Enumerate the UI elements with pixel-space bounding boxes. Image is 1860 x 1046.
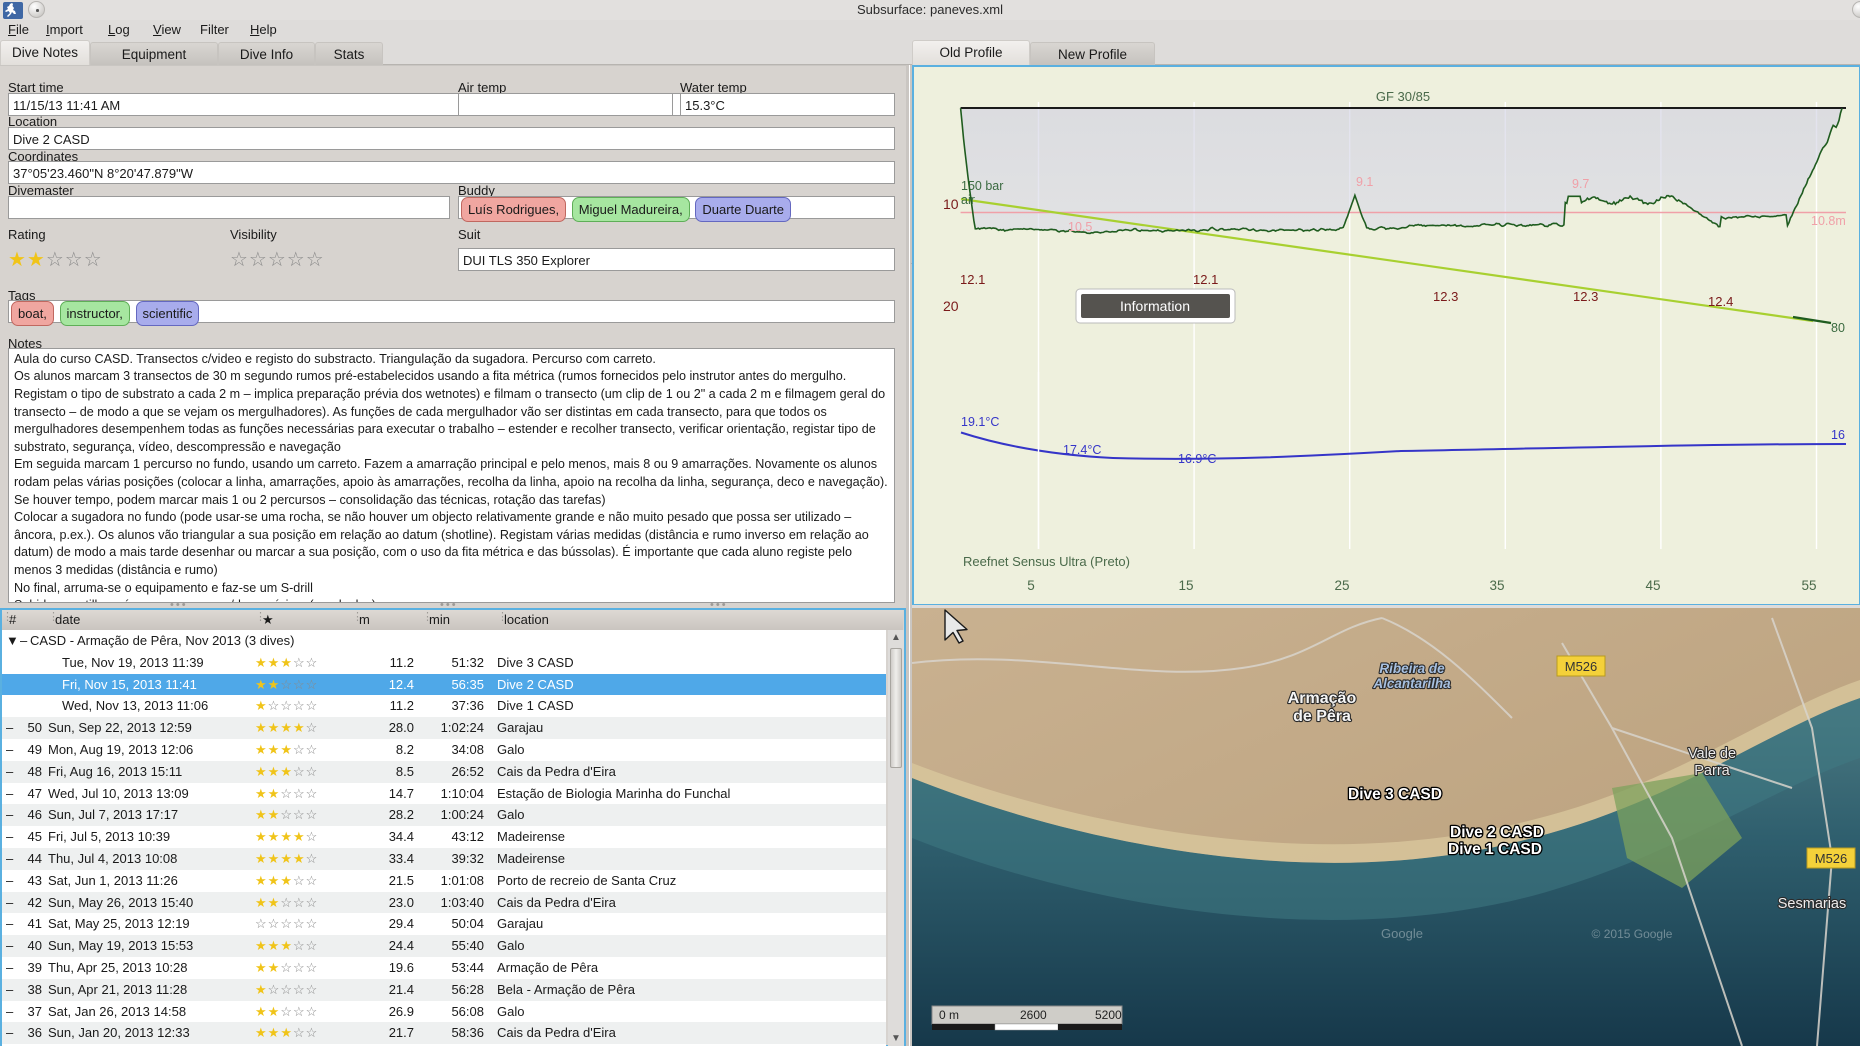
svg-text:25: 25	[1334, 578, 1349, 593]
svg-text:de Pêra: de Pêra	[1293, 708, 1351, 725]
svg-text:Dive 2 CASD: Dive 2 CASD	[1450, 824, 1544, 841]
svg-text:M526: M526	[1815, 851, 1848, 866]
svg-text:16: 16	[1831, 428, 1845, 442]
svg-text:GF 30/85: GF 30/85	[1376, 89, 1430, 104]
svg-text:10.8m: 10.8m	[1811, 214, 1846, 228]
svg-text:17.4°C: 17.4°C	[1063, 443, 1101, 457]
svg-text:12.1: 12.1	[1193, 272, 1218, 287]
svg-text:9.7: 9.7	[1572, 177, 1589, 191]
svg-text:Alcantarilha: Alcantarilha	[1372, 676, 1451, 691]
svg-text:Information: Information	[1120, 298, 1190, 314]
svg-text:12.4: 12.4	[1708, 294, 1733, 309]
svg-text:15: 15	[1178, 578, 1193, 593]
svg-text:45: 45	[1645, 578, 1660, 593]
svg-text:55: 55	[1801, 578, 1816, 593]
svg-text:80: 80	[1831, 321, 1845, 335]
svg-text:M526: M526	[1565, 659, 1598, 674]
svg-text:2600: 2600	[1020, 1008, 1047, 1022]
svg-text:Parra: Parra	[1694, 763, 1730, 779]
svg-text:12.3: 12.3	[1573, 289, 1598, 304]
svg-text:Google: Google	[1381, 926, 1423, 941]
svg-text:Armação: Armação	[1288, 690, 1357, 707]
svg-text:0 m: 0 m	[939, 1008, 959, 1022]
svg-text:16.9°C: 16.9°C	[1178, 452, 1216, 466]
svg-text:Dive 1 CASD: Dive 1 CASD	[1448, 841, 1542, 858]
svg-text:Vale de: Vale de	[1688, 746, 1736, 762]
svg-text:35: 35	[1489, 578, 1504, 593]
svg-text:9.1: 9.1	[1356, 175, 1373, 189]
svg-text:air: air	[961, 193, 975, 207]
svg-text:20: 20	[943, 298, 959, 314]
svg-text:150 bar: 150 bar	[961, 179, 1003, 193]
svg-text:Reefnet Sensus Ultra (Preto): Reefnet Sensus Ultra (Preto)	[963, 554, 1130, 569]
svg-text:19.1°C: 19.1°C	[961, 415, 999, 429]
svg-text:5: 5	[1027, 578, 1035, 593]
svg-text:10: 10	[943, 196, 959, 212]
svg-text:Ribeira de: Ribeira de	[1379, 661, 1445, 676]
svg-text:12.1: 12.1	[960, 272, 985, 287]
svg-text:12.3: 12.3	[1433, 289, 1458, 304]
svg-text:10.5: 10.5	[1068, 220, 1092, 234]
svg-text:© 2015 Google: © 2015 Google	[1592, 927, 1673, 941]
svg-text:5200: 5200	[1095, 1008, 1122, 1022]
svg-text:Dive 3 CASD: Dive 3 CASD	[1348, 786, 1442, 803]
svg-text:Sesmarias: Sesmarias	[1778, 896, 1847, 912]
